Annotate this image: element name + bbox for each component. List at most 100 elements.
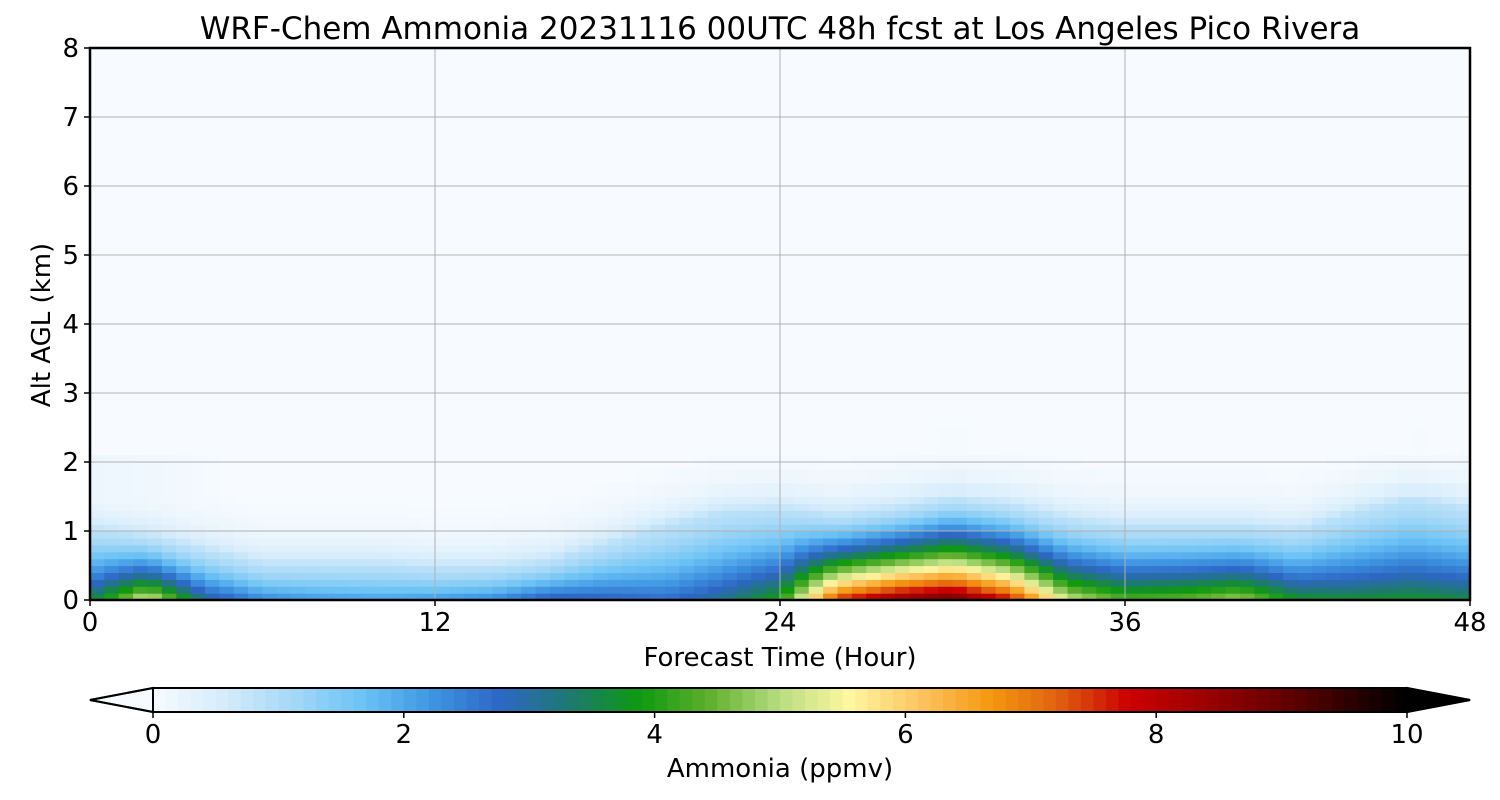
heatmap-cell [1182,593,1198,600]
heatmap-cell [1225,510,1241,518]
heatmap-cell [161,551,177,560]
heatmap-cell [219,579,235,587]
heatmap-cell [823,531,839,539]
heatmap-cell [535,558,551,567]
heatmap-cell [751,468,767,484]
heatmap-cell [1398,579,1414,587]
heatmap-cell [147,517,163,525]
heatmap-cell [435,531,450,539]
heatmap-cell [147,544,163,553]
heatmap-cell [736,496,752,504]
heatmap-cell [636,579,652,587]
heatmap-cell [665,517,680,525]
colorbar-segment [240,688,254,712]
heatmap-cell [1067,482,1083,498]
heatmap-cell [621,558,637,567]
heatmap-cell [276,558,292,567]
heatmap-cell [995,586,1011,594]
heatmap-cell [966,544,982,553]
heatmap-cell [708,544,724,553]
heatmap-cell [693,586,709,594]
heatmap-cell [665,558,680,567]
heatmap-cell [650,551,666,560]
heatmap-cell [895,468,910,484]
heatmap-cell [593,531,609,539]
heatmap-cell [118,510,134,518]
heatmap-cell [320,544,335,553]
heatmap-cell [866,558,882,567]
heatmap-cell [837,565,853,573]
colorbar-segment [1319,688,1333,712]
heatmap-cell [420,565,436,573]
heatmap-cell [1168,503,1184,511]
heatmap-cell [1125,572,1140,580]
heatmap-cell [851,593,867,600]
heatmap-cell [1383,593,1399,600]
heatmap-cell [1426,510,1442,518]
heatmap-cell [995,558,1011,567]
heatmap-cell [823,537,839,546]
colorbar-segment [153,688,167,712]
heatmap-cell [751,503,767,511]
heatmap-cell [1369,558,1385,567]
heatmap-cell [909,593,925,600]
heatmap-cell [406,517,422,525]
heatmap-cell [1355,558,1370,567]
heatmap-cell [966,586,982,594]
heatmap-cell [952,468,968,484]
heatmap-cell [794,524,810,532]
colorbar-segment [316,688,330,712]
heatmap-cell [880,572,896,580]
heatmap-cell [305,510,321,518]
heatmap-cell [1081,510,1097,518]
heatmap-cell [1053,496,1069,504]
heatmap-cell [895,572,910,580]
colorbar-segment [917,688,931,712]
heatmap-cell [363,503,379,511]
heatmap-cell [938,468,954,484]
heatmap-cell [794,517,810,525]
heatmap-cell [391,558,407,567]
heatmap-cell [636,551,652,560]
heatmap-cell [1254,517,1270,525]
heatmap-cell [1412,524,1428,532]
heatmap-cell [938,593,954,600]
heatmap-cell [636,558,652,567]
heatmap-cell [205,579,220,587]
heatmap-cell [1426,496,1442,504]
heatmap-cell [722,510,738,518]
heatmap-cell [981,579,997,587]
heatmap-cell [1110,531,1126,539]
heatmap-cell [564,531,580,539]
heatmap-cell [794,544,810,553]
heatmap-cell [607,503,623,511]
heatmap-cell [161,531,177,539]
heatmap-cell [837,482,853,498]
heatmap-cell [262,510,278,518]
heatmap-cell [506,544,522,553]
heatmap-cell [506,503,522,511]
colorbar-segment [516,688,530,712]
heatmap-cell [952,558,968,567]
heatmap-cell [1240,531,1255,539]
colorbar-min-extension [89,686,154,714]
heatmap-cell [880,503,896,511]
heatmap-cell [722,544,738,553]
heatmap-cell [348,586,364,594]
y-tick-label: 8 [62,34,79,64]
heatmap-cell [1125,586,1140,594]
heatmap-cell [190,468,206,484]
heatmap-cell [837,510,853,518]
heatmap-cell [219,517,235,525]
heatmap-cell [435,544,450,553]
heatmap-cell [636,524,652,532]
heatmap-cell [1010,565,1025,573]
heatmap-cell [320,565,335,573]
heatmap-cell [276,544,292,553]
heatmap-cell [1441,572,1457,580]
heatmap-cell [966,468,982,484]
heatmap-cell [104,482,120,498]
heatmap-cell [1182,572,1198,580]
heatmap-cell [161,496,177,504]
